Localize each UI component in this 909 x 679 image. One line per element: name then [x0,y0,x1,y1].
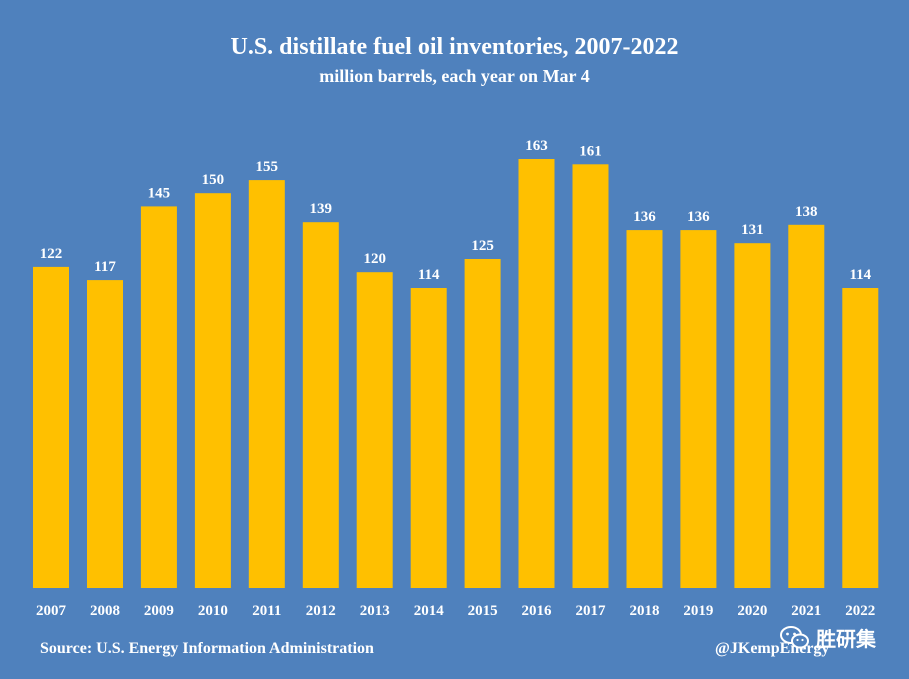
bar-2010 [194,193,231,588]
bar-2021 [788,224,825,589]
x-tick-2013: 2013 [360,603,390,619]
source-note: Source: U.S. Energy Information Administ… [40,640,374,657]
x-tick-2015: 2015 [468,603,498,619]
data-label-2008: 117 [94,259,116,275]
x-tick-2017: 2017 [576,603,607,619]
x-tick-2009: 2009 [144,603,174,619]
data-label-2017: 161 [579,143,602,159]
x-tick-2022: 2022 [845,603,875,619]
data-label-2019: 136 [687,209,710,225]
bar-2011 [248,180,285,588]
x-tick-2010: 2010 [198,603,228,619]
x-tick-2007: 2007 [36,603,67,619]
watermark: 胜研集 [780,623,876,652]
bar-2018 [626,230,663,588]
bar-2022 [842,288,879,588]
x-tick-2014: 2014 [414,603,445,619]
bar-2008 [87,280,123,588]
bar-2017 [572,164,609,589]
data-label-2012: 139 [310,201,333,217]
bar-2012 [302,222,339,588]
bar-2013 [356,272,393,588]
chart-title: U.S. distillate fuel oil inventories, 20… [230,34,679,60]
bar-2016 [518,159,555,588]
data-label-2010: 150 [202,172,225,188]
chart-subtitle: million barrels, each year on Mar 4 [319,66,590,86]
wechat-icon [780,625,809,648]
x-tick-2011: 2011 [252,603,281,619]
x-tick-2021: 2021 [791,603,821,619]
bar-2020 [734,243,771,588]
data-label-2011: 155 [256,159,279,175]
data-label-2018: 136 [633,209,656,225]
bar-2019 [680,230,717,588]
data-label-2009: 145 [148,185,171,201]
bar-2014 [410,288,447,588]
data-label-2020: 131 [741,222,764,238]
x-tick-2018: 2018 [630,603,660,619]
bar-2015 [464,259,501,588]
data-label-2015: 125 [471,238,494,254]
x-tick-2016: 2016 [522,603,553,619]
data-label-2022: 114 [849,267,871,283]
bar-2009 [140,206,177,588]
data-label-2013: 120 [363,251,386,267]
data-label-2016: 163 [525,138,548,154]
data-label-2007: 122 [40,246,63,262]
x-tick-2012: 2012 [306,603,336,619]
x-tick-2019: 2019 [683,603,713,619]
bar-2007 [33,266,69,588]
x-tick-2020: 2020 [737,603,767,619]
x-tick-2008: 2008 [90,603,120,619]
watermark-text: 胜研集 [816,627,876,651]
data-label-2014: 114 [418,267,440,283]
data-label-2021: 138 [795,204,818,220]
